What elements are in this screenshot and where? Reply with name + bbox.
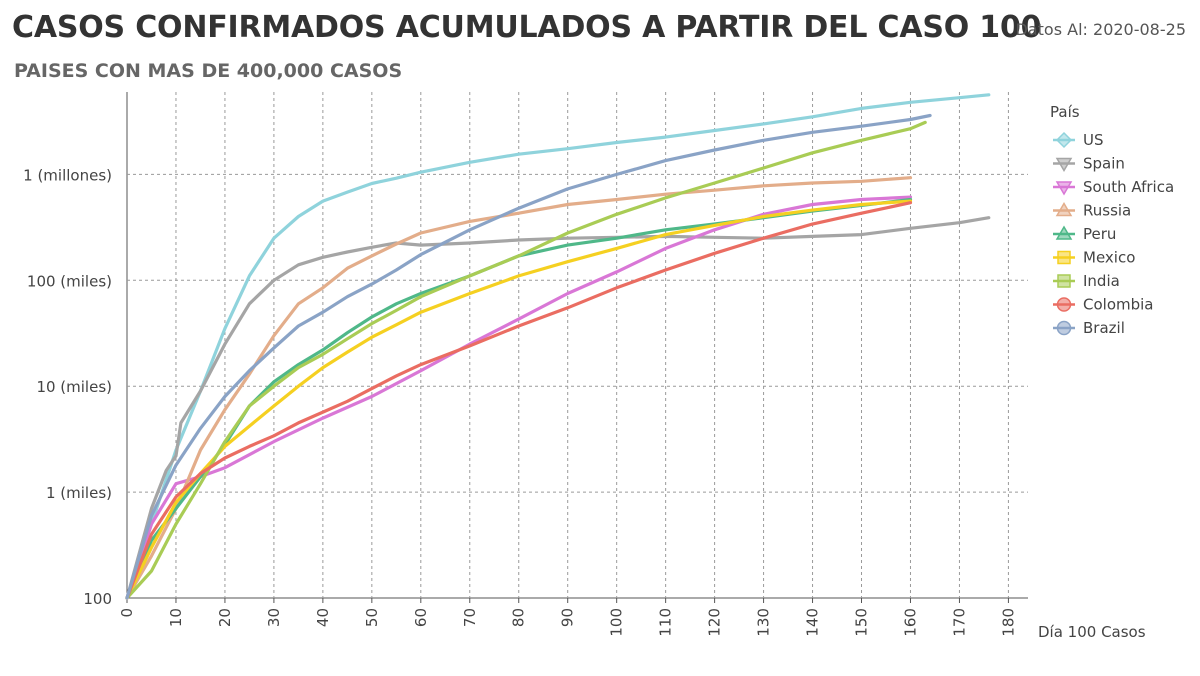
- x-tick-label: 50: [363, 608, 381, 627]
- circle-marker-icon: [1056, 320, 1072, 336]
- legend-label: Colombia: [1083, 296, 1154, 314]
- x-tick-label: 80: [510, 608, 528, 627]
- x-tick-label: 180: [999, 608, 1017, 637]
- series-line-brazil[interactable]: [125, 113, 932, 600]
- legend-label: US: [1083, 131, 1104, 149]
- y-tick-label: 100: [83, 590, 112, 608]
- square-marker-icon: [1057, 250, 1071, 265]
- triangle-down-marker-icon: [1055, 157, 1073, 172]
- gridlines: [126, 92, 1028, 603]
- x-tick-label: 90: [559, 608, 577, 627]
- diamond-marker-icon: [1055, 131, 1073, 149]
- legend-item-colombia[interactable]: Colombia: [1053, 296, 1154, 314]
- y-tick-label: 100 (miles): [27, 272, 112, 290]
- legend-item-us[interactable]: US: [1053, 131, 1104, 149]
- legend-item-russia[interactable]: Russia: [1053, 202, 1131, 220]
- legend-label: Russia: [1083, 202, 1131, 220]
- x-tick-label: 140: [804, 608, 822, 637]
- triangle-marker-icon: [1055, 225, 1073, 240]
- legend-label: Peru: [1083, 225, 1116, 243]
- series-line-russia[interactable]: [125, 176, 913, 600]
- y-tick-label: 1 (millones): [23, 166, 112, 184]
- x-tick-label: 0: [118, 608, 136, 618]
- y-tick-label: 1 (miles): [46, 484, 112, 502]
- square-marker-icon: [1057, 274, 1071, 288]
- x-tick-label: 130: [755, 608, 773, 637]
- legend-item-south-africa[interactable]: South Africa: [1053, 178, 1174, 196]
- chart-title: CASOS CONFIRMADOS ACUMULADOS A PARTIR DE…: [12, 10, 1042, 45]
- x-tick-label: 60: [412, 608, 430, 627]
- legend-item-peru[interactable]: Peru: [1053, 225, 1116, 243]
- legend-label: Mexico: [1083, 249, 1135, 267]
- y-tick-label: 10 (miles): [36, 378, 112, 396]
- x-tick-label: 10: [167, 608, 185, 627]
- series-line-india[interactable]: [125, 120, 927, 600]
- x-axis-ticks: 0 10 20 30 40 50 60 70 80 90 100 110 120 130 140 150 160…: [118, 608, 1017, 637]
- x-tick-label: 170: [950, 608, 968, 637]
- legend-item-india[interactable]: India: [1053, 272, 1120, 290]
- triangle-marker-icon: [1055, 202, 1073, 217]
- y-axis-ticks: 100 1 (miles) 10 (miles) 100 (miles) 1 (mill…: [23, 166, 112, 608]
- x-tick-label: 110: [657, 608, 675, 637]
- x-tick-label: 120: [706, 608, 724, 637]
- series-line-spain[interactable]: [125, 216, 991, 600]
- legend-label: South Africa: [1083, 178, 1174, 196]
- legend-label: India: [1083, 272, 1120, 290]
- legend-item-spain[interactable]: Spain: [1053, 155, 1125, 173]
- series-lines: [125, 93, 991, 600]
- x-tick-label: 70: [461, 608, 479, 627]
- legend-title: País: [1050, 103, 1080, 121]
- x-tick-label: 160: [901, 608, 919, 637]
- legend[interactable]: País US Spain South Africa Russia Peru Mexico…: [1050, 103, 1174, 337]
- legend-label: Spain: [1083, 155, 1125, 173]
- chart-subtitle: PAISES CON MAS DE 400,000 CASOS: [14, 60, 403, 82]
- x-axis-label: Día 100 Casos: [1038, 623, 1146, 641]
- series-line-colombia[interactable]: [125, 201, 913, 600]
- legend-label: Brazil: [1083, 319, 1125, 337]
- x-tick-label: 30: [265, 608, 283, 627]
- triangle-down-marker-icon: [1055, 181, 1073, 196]
- x-tick-label: 150: [853, 608, 871, 637]
- legend-item-mexico[interactable]: Mexico: [1053, 249, 1135, 267]
- x-tick-label: 100: [608, 608, 626, 637]
- x-tick-label: 40: [314, 608, 332, 627]
- legend-item-brazil[interactable]: Brazil: [1053, 319, 1125, 337]
- x-tick-label: 20: [216, 608, 234, 627]
- circle-marker-icon: [1056, 297, 1072, 312]
- data-date-label: Datos Al: 2020-08-25: [1015, 20, 1186, 39]
- series-line-us[interactable]: [125, 93, 991, 600]
